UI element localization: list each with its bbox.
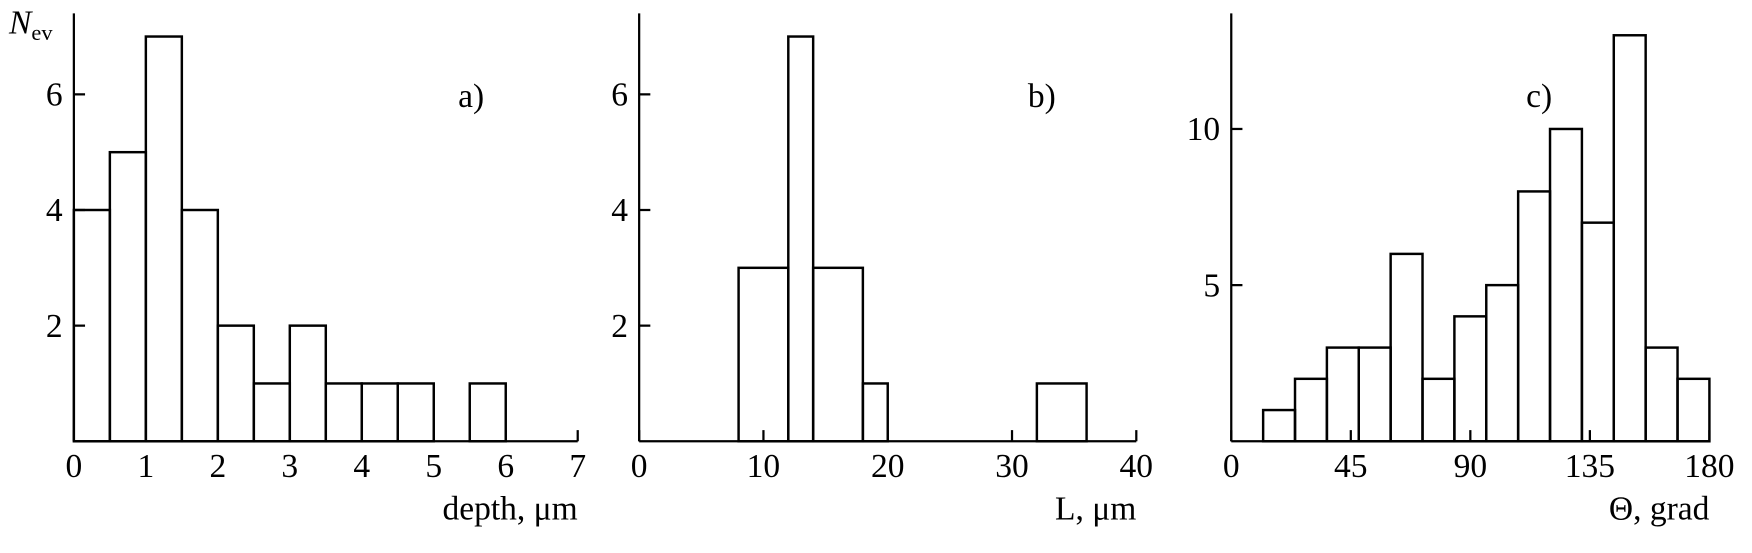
bar: [1325, 346, 1360, 443]
y-label-sub: ev: [31, 20, 53, 45]
y-tick-label: 4: [46, 192, 63, 229]
y-axis-label: Nev: [8, 5, 53, 46]
bar: [1035, 382, 1088, 443]
y-tick-label: 10: [1187, 111, 1221, 148]
x-axis-label: depth, μm: [443, 490, 578, 527]
bar: [787, 35, 815, 443]
x-tick-label: 4: [353, 448, 370, 485]
y-label-main: N: [8, 5, 33, 42]
bar: [1644, 346, 1679, 443]
x-tick-label: 90: [1454, 448, 1488, 485]
x-tick-label: 1: [137, 448, 154, 485]
bar: [1293, 377, 1329, 443]
bar: [288, 324, 328, 443]
bar: [324, 382, 364, 443]
bar: [216, 324, 256, 443]
x-tick-label: 0: [631, 448, 648, 485]
x-tick-label: 5: [425, 448, 442, 485]
bar: [252, 382, 292, 443]
y-tick-label: 6: [46, 77, 63, 114]
panel-label: a): [458, 78, 484, 115]
bar: [737, 266, 790, 443]
bar: [1676, 377, 1711, 443]
x-tick-label: 180: [1684, 448, 1734, 485]
bar: [1453, 315, 1488, 443]
bar: [396, 382, 435, 443]
bar: [108, 150, 148, 443]
panel-label: c): [1526, 78, 1552, 115]
bar: [1357, 346, 1392, 443]
bar: [1389, 252, 1424, 443]
bar: [1485, 283, 1520, 443]
bar: [180, 208, 220, 443]
x-tick-label: 3: [281, 448, 298, 485]
bar: [468, 382, 507, 443]
x-tick-label: 10: [747, 448, 781, 485]
x-axis-label: L, μm: [1055, 490, 1136, 527]
x-tick-label: 0: [65, 448, 82, 485]
bar: [360, 382, 399, 443]
y-tick-label: 6: [611, 77, 628, 114]
panel-label: b): [1028, 78, 1056, 115]
x-tick-label: 45: [1334, 448, 1368, 485]
x-tick-label: 6: [497, 448, 514, 485]
bar: [861, 382, 889, 443]
y-tick-label: 4: [611, 192, 628, 229]
bar: [1548, 127, 1584, 443]
x-tick-label: 20: [871, 448, 905, 485]
x-tick-label: 135: [1565, 448, 1615, 485]
bar: [1261, 408, 1297, 443]
x-axis-label: Θ, grad: [1609, 490, 1710, 527]
x-tick-label: 0: [1223, 448, 1240, 485]
y-tick-label: 2: [46, 308, 63, 345]
bar: [1516, 190, 1552, 443]
panel: 0 1 2 3 4 5 6 7 2 4 6 depth, μm a) Nev: [8, 5, 586, 528]
x-tick-label: 40: [1120, 448, 1154, 485]
x-tick-label: 7: [569, 448, 586, 485]
bar: [1421, 377, 1456, 443]
bar: [144, 35, 184, 443]
y-tick-label: 5: [1203, 267, 1220, 304]
panel: 0 10 20 30 40 2 4 6 L, μm b): [611, 13, 1153, 527]
x-tick-label: 2: [209, 448, 226, 485]
y-tick-label: 2: [611, 308, 628, 345]
bar: [1580, 221, 1616, 443]
x-tick-label: 30: [995, 448, 1029, 485]
bar: [811, 266, 865, 443]
bar: [1612, 34, 1647, 443]
panel: 0 45 90 135 180 5 10 Θ, grad c): [1187, 13, 1735, 527]
